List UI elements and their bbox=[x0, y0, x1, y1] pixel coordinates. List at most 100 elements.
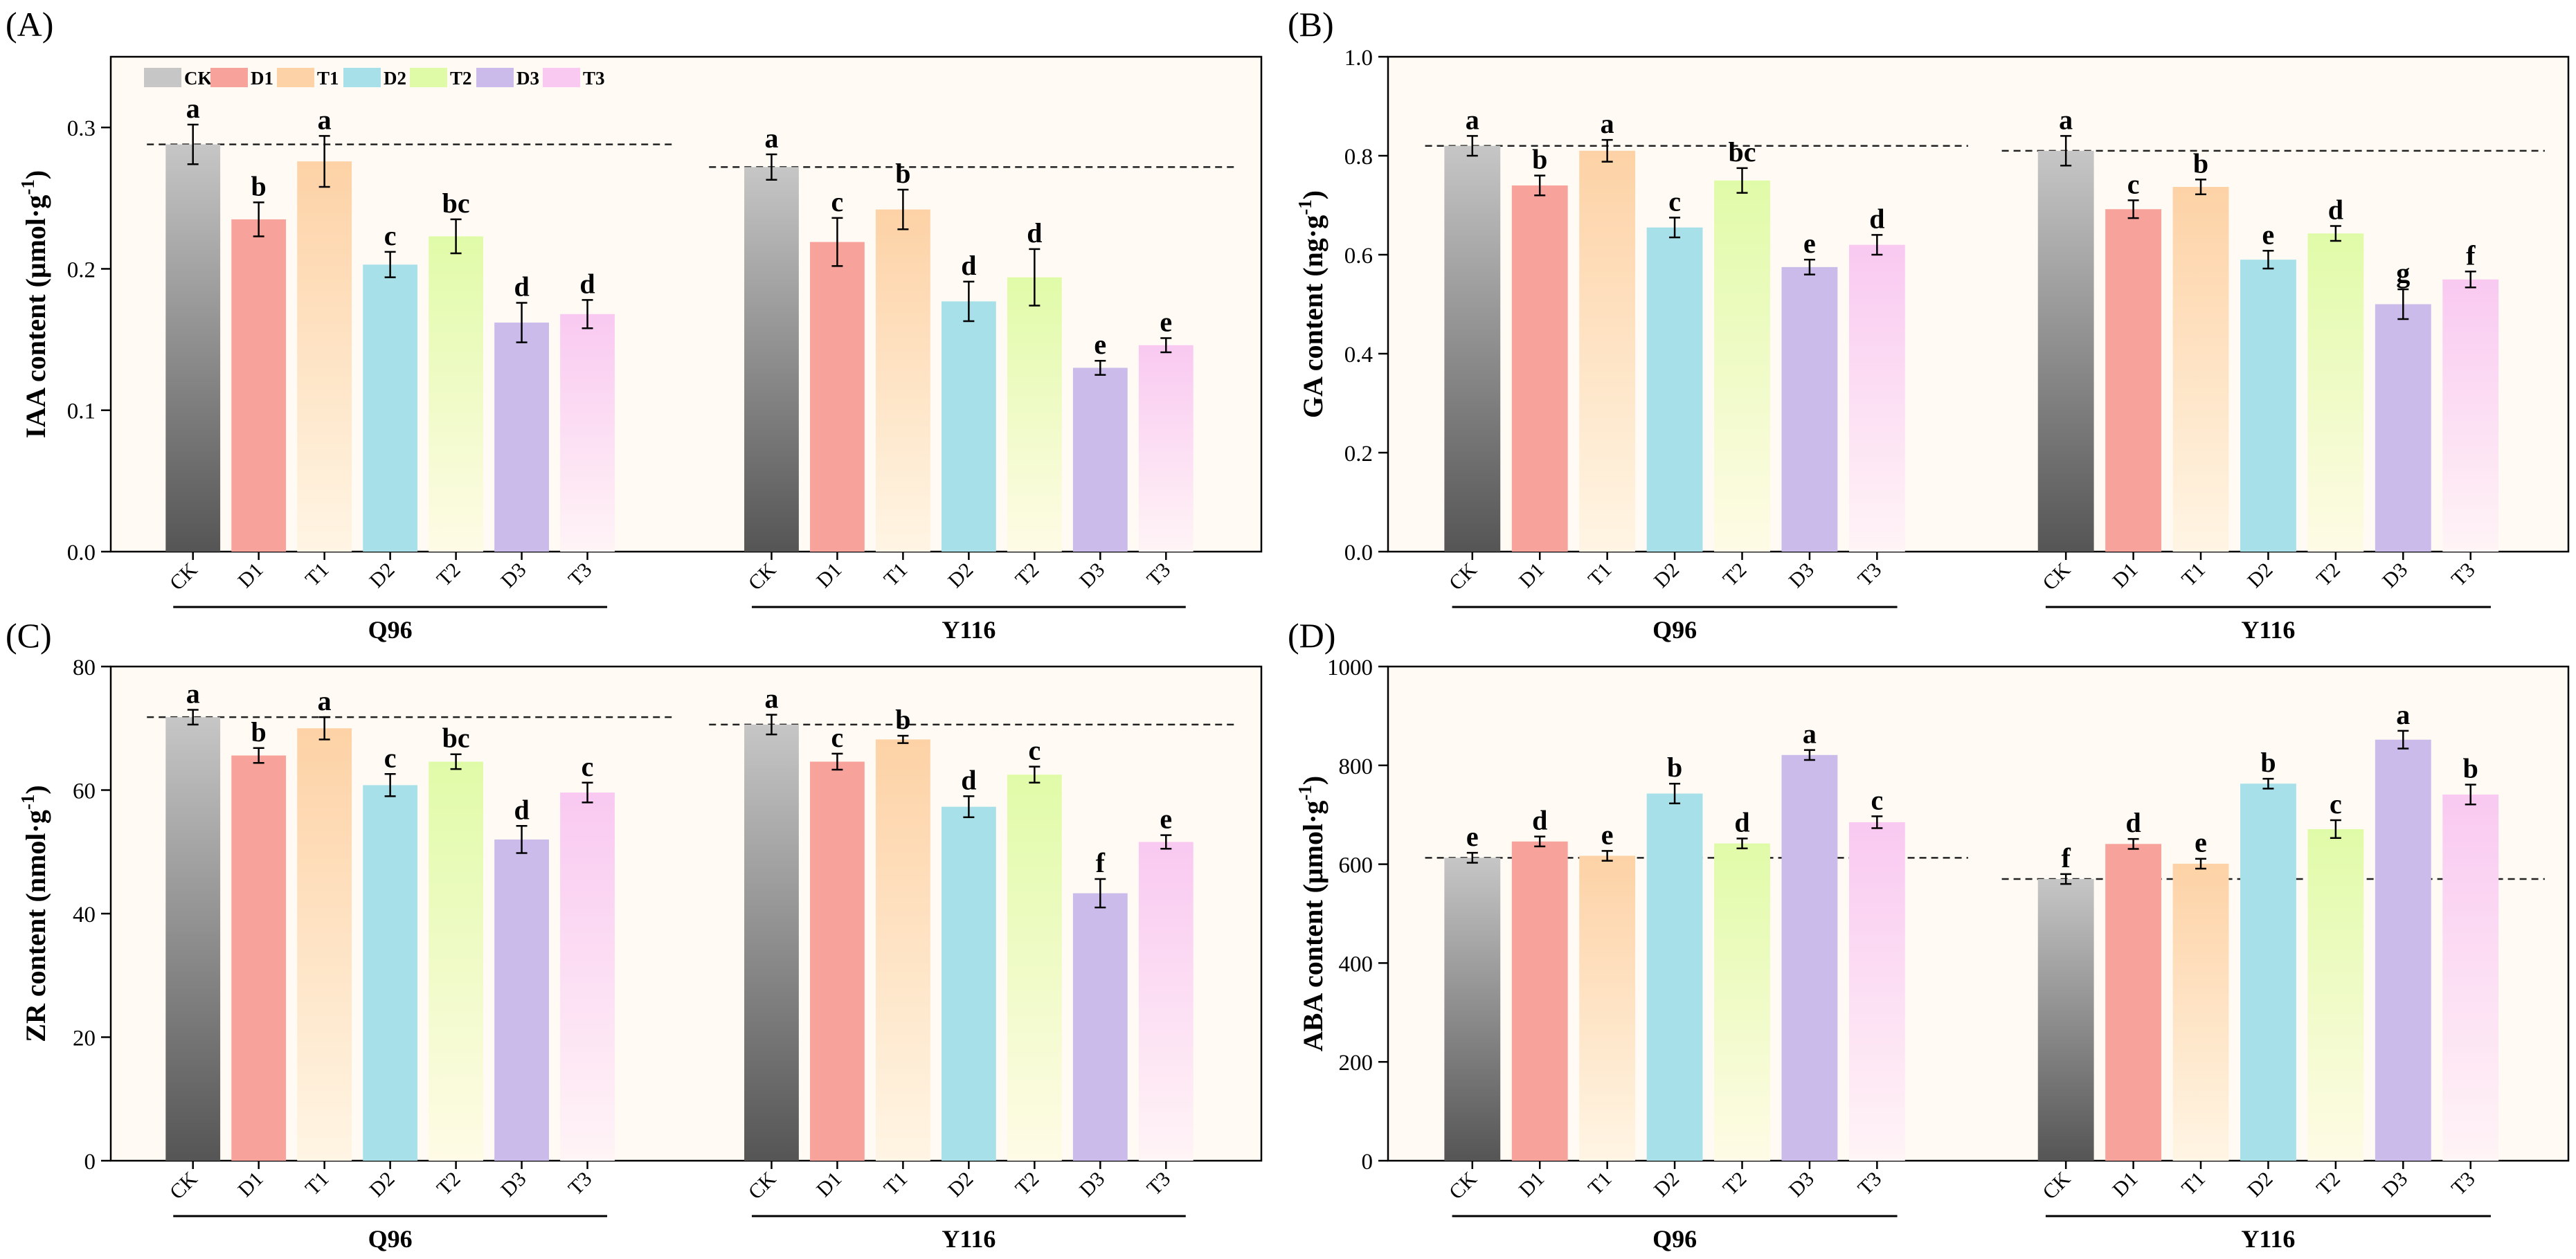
significance-letter: e bbox=[2262, 219, 2275, 250]
x-tick-label: D1 bbox=[2108, 1168, 2142, 1202]
x-tick-label: T3 bbox=[564, 1168, 597, 1200]
bar bbox=[875, 209, 930, 552]
y-tick-label: 0.0 bbox=[67, 541, 96, 565]
x-tick-label: T1 bbox=[1584, 559, 1616, 591]
significance-letter: a bbox=[2396, 699, 2410, 730]
x-tick-label: T2 bbox=[1011, 559, 1043, 591]
significance-letter: e bbox=[1160, 307, 1172, 338]
x-tick-label: T1 bbox=[301, 559, 334, 591]
chart-panel-3: (C) 0 20 40 60 80 ZR content (nmol·g-1) a CK b D1 a… bbox=[6, 616, 1263, 1253]
x-tick-label: D1 bbox=[2108, 559, 2142, 592]
bar bbox=[297, 161, 352, 552]
x-tick-label: T1 bbox=[301, 1168, 334, 1200]
significance-letter: d bbox=[1532, 805, 1547, 836]
y-tick-label: 600 bbox=[1339, 853, 1373, 878]
bar bbox=[2037, 150, 2094, 552]
group-label: Q96 bbox=[368, 1225, 413, 1253]
legend-swatch-ck bbox=[144, 68, 181, 87]
bar bbox=[1848, 822, 1905, 1161]
chart-panel-2: (B) 0.0 0.2 0.4 0.6 0.8 1.0 GA content (ng·g-1)… bbox=[1288, 5, 2570, 644]
bar bbox=[1511, 841, 1568, 1161]
bar bbox=[2442, 794, 2499, 1161]
x-tick-label: T2 bbox=[2312, 1168, 2345, 1200]
y-tick-label: 0.2 bbox=[1344, 442, 1373, 467]
bar bbox=[1444, 145, 1501, 552]
significance-letter: d bbox=[579, 268, 595, 299]
y-tick-label: 400 bbox=[1339, 952, 1373, 977]
panel-label-a: (A) bbox=[6, 5, 53, 44]
significance-letter: b bbox=[2193, 147, 2208, 179]
x-tick-label: D3 bbox=[496, 1168, 530, 1202]
x-tick-label: T3 bbox=[2447, 1168, 2480, 1200]
bar bbox=[810, 761, 865, 1161]
bar bbox=[1072, 893, 1128, 1161]
significance-letter: c bbox=[1028, 735, 1041, 766]
significance-letter: d bbox=[2328, 194, 2343, 226]
bar bbox=[1646, 227, 1703, 552]
y-tick-label: 0.1 bbox=[67, 399, 96, 424]
bar bbox=[1511, 185, 1568, 552]
x-tick-label: T1 bbox=[879, 559, 912, 591]
bar bbox=[363, 264, 418, 552]
x-tick-label: CK bbox=[2038, 558, 2075, 595]
bar bbox=[297, 728, 352, 1161]
x-tick-label: T3 bbox=[1142, 559, 1175, 591]
legend-label-ck: CK bbox=[184, 68, 213, 89]
bar bbox=[2105, 209, 2162, 552]
x-tick-label: CK bbox=[165, 558, 202, 595]
y-tick-label: 80 bbox=[73, 655, 96, 680]
significance-letter: bc bbox=[442, 723, 470, 754]
bar bbox=[1138, 842, 1194, 1161]
significance-letter: e bbox=[1601, 819, 1614, 850]
significance-letter: bc bbox=[442, 188, 470, 219]
x-tick-label: D2 bbox=[365, 1168, 399, 1202]
significance-letter: d bbox=[961, 764, 976, 795]
bar bbox=[231, 755, 287, 1161]
significance-letter: a bbox=[1466, 104, 1479, 135]
y-axis-label: GA content (ng·g-1) bbox=[1295, 190, 1328, 418]
significance-letter: a bbox=[318, 104, 332, 135]
bar bbox=[429, 236, 484, 552]
legend-swatch-d2 bbox=[343, 68, 381, 87]
x-tick-label: D1 bbox=[1515, 1168, 1549, 1202]
x-tick-label: D2 bbox=[1650, 559, 1684, 592]
x-tick-label: CK bbox=[1445, 558, 1481, 595]
group-label: Y116 bbox=[942, 1225, 996, 1253]
x-tick-label: D1 bbox=[812, 559, 846, 592]
y-tick-label: 40 bbox=[73, 903, 96, 927]
x-tick-label: T1 bbox=[1584, 1168, 1616, 1200]
legend-swatch-t3 bbox=[543, 68, 580, 87]
legend-label-d1: D1 bbox=[251, 68, 273, 89]
group-label: Y116 bbox=[2241, 616, 2295, 644]
bar bbox=[2375, 304, 2431, 552]
significance-letter: b bbox=[2260, 747, 2276, 778]
legend-swatch-d1 bbox=[210, 68, 248, 87]
x-tick-label: T1 bbox=[2177, 1168, 2210, 1200]
y-axis-label: IAA content (μmol·g-1) bbox=[17, 170, 51, 438]
significance-letter: c bbox=[1668, 185, 1681, 217]
significance-letter: c bbox=[384, 742, 397, 773]
significance-letter: b bbox=[1532, 144, 1547, 175]
bar bbox=[165, 717, 221, 1161]
significance-letter: e bbox=[2195, 827, 2207, 858]
significance-letter: g bbox=[2396, 257, 2410, 289]
x-tick-label: D3 bbox=[1785, 1168, 1819, 1202]
legend-label-d2: D2 bbox=[384, 68, 406, 89]
significance-letter: a bbox=[186, 93, 200, 124]
x-tick-label: D3 bbox=[2378, 559, 2412, 592]
legend-swatch-t2 bbox=[410, 68, 447, 87]
significance-letter: d bbox=[1869, 203, 1884, 234]
y-tick-label: 200 bbox=[1339, 1051, 1373, 1076]
bar bbox=[1781, 754, 1838, 1161]
y-axis-label: ABA content (μmol·g-1) bbox=[1295, 776, 1328, 1051]
bar bbox=[2375, 739, 2431, 1161]
significance-letter: d bbox=[514, 794, 529, 825]
x-tick-label: D3 bbox=[1785, 559, 1819, 592]
x-tick-label: D2 bbox=[2243, 1168, 2277, 1202]
bar bbox=[231, 219, 287, 552]
significance-letter: b bbox=[1667, 752, 1682, 783]
bar bbox=[2307, 233, 2364, 552]
bar bbox=[941, 301, 996, 552]
y-tick-label: 0.3 bbox=[67, 116, 96, 141]
significance-letter: f bbox=[1096, 847, 1106, 878]
